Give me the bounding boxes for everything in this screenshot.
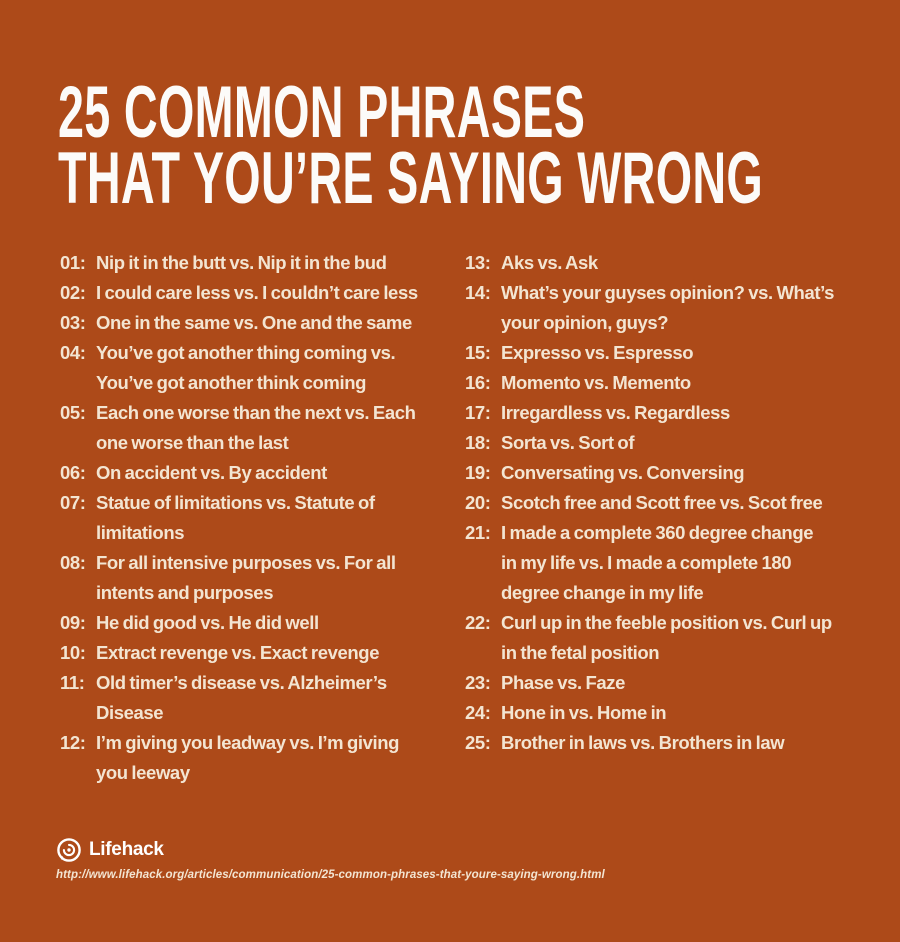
item-text: Irregardless vs. Regardless xyxy=(501,402,730,423)
item-text: You’ve got another thing coming vs. You’… xyxy=(96,342,396,393)
list-item: 25: Brother in laws vs. Brothers in law xyxy=(465,728,865,758)
item-text: One in the same vs. One and the same xyxy=(96,312,412,333)
list-item: 24: Hone in vs. Home in xyxy=(465,698,865,728)
item-number: 19: xyxy=(465,462,491,483)
list-item: 09: He did good vs. He did well xyxy=(60,608,465,638)
item-text: On accident vs. By accident xyxy=(96,462,327,483)
item-number: 22: xyxy=(465,612,491,633)
page-title: 25 COMMON PHRASES THAT YOU’RE SAYING WRO… xyxy=(58,72,900,219)
lifehack-logo-icon xyxy=(57,838,81,862)
item-number: 07: xyxy=(60,492,86,513)
item-number: 10: xyxy=(60,642,86,663)
item-number: 12: xyxy=(60,732,86,753)
source-url: http://www.lifehack.org/articles/communi… xyxy=(56,869,605,881)
list-item: 19: Conversating vs. Conversing xyxy=(465,458,865,488)
list-item: 16: Momento vs. Memento xyxy=(465,368,865,398)
item-text: For all intensive purposes vs. For all i… xyxy=(96,552,396,603)
list-item: 05: Each one worse than the next vs. Each… xyxy=(60,398,465,458)
item-text: Extract revenge vs. Exact revenge xyxy=(96,642,380,663)
list-item: 02: I could care less vs. I couldn’t care… xyxy=(60,278,465,308)
item-number: 16: xyxy=(465,372,491,393)
list-item: 11: Old timer’s disease vs. Alzheimer’s D… xyxy=(60,668,465,728)
item-text: Statue of limitations vs. Statute of lim… xyxy=(96,492,375,543)
phrase-list: 01: Nip it in the butt vs. Nip it in the … xyxy=(60,248,865,788)
item-text: Conversating vs. Conversing xyxy=(501,462,745,483)
item-text: I made a complete 360 degree change in m… xyxy=(501,522,814,603)
item-text: Aks vs. Ask xyxy=(501,252,598,273)
list-item: 23: Phase vs. Faze xyxy=(465,668,865,698)
item-number: 18: xyxy=(465,432,491,453)
list-item: 15: Expresso vs. Espresso xyxy=(465,338,865,368)
item-number: 15: xyxy=(465,342,491,363)
list-item: 06: On accident vs. By accident xyxy=(60,458,465,488)
phrase-list-column-left: 01: Nip it in the butt vs. Nip it in the … xyxy=(60,248,465,788)
page-title-line-2: THAT YOU’RE SAYING WRONG xyxy=(58,138,764,219)
brand-name: Lifehack xyxy=(89,839,164,860)
item-text: Phase vs. Faze xyxy=(501,672,626,693)
phrase-list-column-right: 13: Aks vs. Ask 14: What’s your guyses opin… xyxy=(465,248,865,788)
item-number: 20: xyxy=(465,492,491,513)
list-item: 22: Curl up in the feeble position vs. Cu… xyxy=(465,608,865,668)
item-text: Expresso vs. Espresso xyxy=(501,342,694,363)
item-text: Each one worse than the next vs. Each on… xyxy=(96,402,416,453)
item-text: Nip it in the butt vs. Nip it in the bud xyxy=(96,252,387,273)
list-item: 08: For all intensive purposes vs. For al… xyxy=(60,548,465,608)
list-item: 10: Extract revenge vs. Exact revenge xyxy=(60,638,465,668)
item-number: 24: xyxy=(465,702,491,723)
list-item: 13: Aks vs. Ask xyxy=(465,248,865,278)
item-number: 06: xyxy=(60,462,86,483)
list-item: 14: What’s your guyses opinion? vs. What’… xyxy=(465,278,865,338)
item-number: 04: xyxy=(60,342,86,363)
item-number: 05: xyxy=(60,402,86,423)
item-text: What’s your guyses opinion? vs. What’s y… xyxy=(501,282,835,333)
item-text: Sorta vs. Sort of xyxy=(501,432,635,453)
item-text: I’m giving you leadway vs. I’m giving yo… xyxy=(96,732,400,783)
item-number: 03: xyxy=(60,312,86,333)
item-number: 11: xyxy=(60,672,85,693)
item-text: Hone in vs. Home in xyxy=(501,702,667,723)
list-item: 03: One in the same vs. One and the same xyxy=(60,308,465,338)
item-number: 23: xyxy=(465,672,491,693)
item-text: I could care less vs. I couldn’t care le… xyxy=(96,282,418,303)
item-number: 21: xyxy=(465,522,491,543)
item-number: 09: xyxy=(60,612,86,633)
item-number: 08: xyxy=(60,552,86,573)
item-number: 25: xyxy=(465,732,491,753)
brand-row: Lifehack xyxy=(56,837,164,863)
list-item: 21: I made a complete 360 degree change i… xyxy=(465,518,865,608)
list-item: 18: Sorta vs. Sort of xyxy=(465,428,865,458)
list-item: 17: Irregardless vs. Regardless xyxy=(465,398,865,428)
item-number: 01: xyxy=(60,252,86,273)
list-item: 20: Scotch free and Scott free vs. Scot f… xyxy=(465,488,865,518)
item-text: He did good vs. He did well xyxy=(96,612,319,633)
item-text: Scotch free and Scott free vs. Scot free xyxy=(501,492,823,513)
item-number: 14: xyxy=(465,282,491,303)
item-text: Momento vs. Memento xyxy=(501,372,691,393)
item-text: Brother in laws vs. Brothers in law xyxy=(501,732,785,753)
page-title-line-1: 25 COMMON PHRASES xyxy=(58,72,586,153)
list-item: 07: Statue of limitations vs. Statute of … xyxy=(60,488,465,548)
list-item: 12: I’m giving you leadway vs. I’m giving… xyxy=(60,728,465,788)
item-number: 02: xyxy=(60,282,86,303)
item-text: Old timer’s disease vs. Alzheimer’s Dise… xyxy=(96,672,387,723)
list-item: 01: Nip it in the butt vs. Nip it in the … xyxy=(60,248,465,278)
item-number: 13: xyxy=(465,252,491,273)
item-text: Curl up in the feeble position vs. Curl … xyxy=(501,612,832,663)
list-item: 04: You’ve got another thing coming vs. Y… xyxy=(60,338,465,398)
item-number: 17: xyxy=(465,402,491,423)
